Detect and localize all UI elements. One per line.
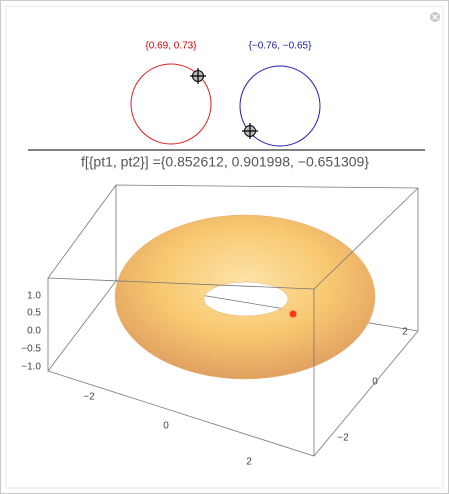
close-button[interactable]: [430, 12, 440, 22]
tick-label: −2: [83, 392, 95, 403]
tick-label: 2: [402, 327, 408, 338]
tick-label: 2: [246, 457, 252, 468]
z-axis-ticks: 1.0 0.5 0.0 −0.5 −1.0: [21, 291, 41, 373]
y-axis-ticks: 2 0 −2: [337, 327, 408, 444]
locator-1[interactable]: [190, 68, 206, 84]
locator-2[interactable]: [242, 123, 258, 139]
point: [289, 310, 297, 318]
tick-label: 1.0: [27, 291, 41, 302]
x-axis-ticks: −2 0 2: [83, 392, 252, 468]
tick-label: 0.5: [27, 308, 41, 319]
tick-label: −1.0: [21, 362, 41, 373]
circle-1: [130, 63, 212, 145]
tick-label: −2: [337, 433, 349, 444]
expression: f[{pt1, pt2}] ={0.852612, 0.901998, −0.6…: [81, 154, 369, 170]
circle-2: [239, 65, 321, 147]
box-front: [47, 184, 419, 457]
tick-label: 0: [372, 377, 378, 388]
torus: [114, 214, 376, 380]
tick-label: −0.5: [21, 344, 41, 355]
inner-frame: [5, 5, 444, 489]
tick-label: 0: [163, 421, 169, 432]
tick-label: 0.0: [27, 326, 41, 337]
pt1-label: {0.69, 0.73}: [145, 41, 197, 52]
pt2-label: {−0.76, −0.65}: [249, 41, 313, 52]
